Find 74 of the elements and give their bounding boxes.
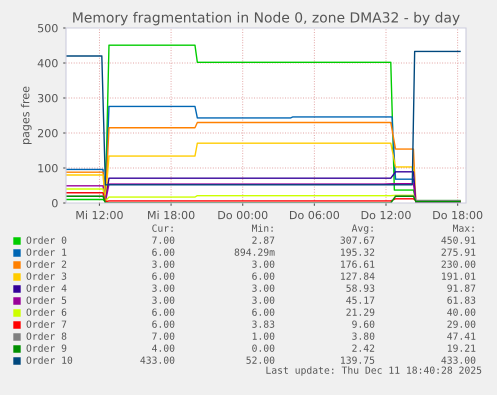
text: 2.87 (252, 236, 274, 244)
text: 433.00 (441, 356, 476, 364)
legend-label: Order 6 (26, 308, 66, 316)
text: 61.83 (447, 296, 476, 304)
text: 3.00 (252, 296, 274, 304)
text: 0.00 (252, 344, 274, 352)
legend-label: Order 5 (26, 296, 66, 304)
text: 3.80 (352, 332, 374, 340)
text: 45.17 (346, 296, 374, 304)
text: 6.00 (152, 248, 174, 256)
text: 139.75 (341, 356, 374, 364)
text: 127.84 (341, 272, 375, 280)
y-tick-label: 400 (38, 58, 58, 68)
text: 7.00 (152, 332, 174, 340)
text: 894.29m (234, 248, 275, 256)
x-tick-label: Mi 18:00 (148, 210, 194, 220)
text: 3.00 (252, 284, 274, 292)
legend-label: Order 0 (26, 236, 66, 244)
text: 3.00 (152, 284, 174, 292)
text: 1.00 (252, 332, 274, 340)
text: 3.00 (252, 260, 274, 268)
text: 6.00 (152, 320, 174, 328)
text: Cur: (152, 224, 173, 232)
text: 433.00 (140, 356, 174, 364)
legend-label: Order 7 (26, 320, 66, 328)
x-tick-label: Do 06:00 (290, 210, 340, 220)
text: 450.91 (441, 236, 476, 244)
text: 40.00 (447, 308, 476, 316)
text: 2.42 (352, 344, 374, 352)
legend-label: Order 9 (26, 344, 66, 352)
x-tick-label: Do 00:00 (218, 210, 268, 220)
text: 3.00 (152, 260, 174, 268)
text: Min: (252, 224, 273, 232)
chart-title: Memory fragmentation in Node 0, zone DMA32 - by day (73, 12, 460, 26)
x-tick-label: Do 12:00 (362, 210, 411, 220)
text: 195.32 (341, 248, 374, 256)
y-tick-label: 0 (52, 198, 58, 208)
text: 58.93 (346, 284, 374, 292)
text: Last update: Thu Dec 11 18:40:28 2025 (266, 366, 482, 376)
text: 6.00 (152, 308, 174, 316)
text: Avg: (352, 224, 373, 234)
text: 6.00 (252, 308, 274, 316)
text: 7.00 (152, 236, 174, 244)
y-tick-label: 200 (38, 128, 58, 138)
x-tick-label: Do 18:00 (433, 210, 482, 220)
text: 4.00 (152, 344, 174, 352)
x-tick-label: Mi 12:00 (76, 210, 123, 220)
y-tick-label: 300 (38, 94, 58, 102)
text: 29.00 (447, 320, 476, 328)
legend-label: Order 1 (26, 248, 66, 256)
text: 275.91 (442, 248, 476, 256)
text: 3.00 (152, 296, 174, 304)
text: 6.00 (152, 272, 174, 280)
text: 9.60 (352, 320, 374, 328)
text: 52.00 (246, 356, 274, 364)
text: 176.61 (341, 260, 374, 268)
text: 19.21 (448, 344, 476, 352)
y-tick-label: 100 (38, 164, 58, 172)
legend-label: Order 2 (26, 260, 66, 268)
text: 47.41 (447, 332, 476, 340)
text: 3.83 (252, 320, 274, 328)
y-tick-label: 500 (38, 24, 58, 32)
legend-label: Order 3 (26, 272, 66, 280)
y-axis-title: pages free (20, 86, 32, 144)
text: Max: (452, 224, 474, 232)
legend-label: Order 10 (26, 356, 72, 364)
text: 21.29 (346, 308, 374, 316)
text: 307.67 (340, 236, 374, 244)
text: 91.87 (447, 284, 476, 292)
legend-label: Order 4 (26, 284, 67, 292)
legend-label: Order 8 (26, 332, 66, 340)
text: 230.00 (442, 260, 476, 268)
text: 6.00 (252, 272, 274, 280)
text: 191.01 (442, 272, 476, 280)
